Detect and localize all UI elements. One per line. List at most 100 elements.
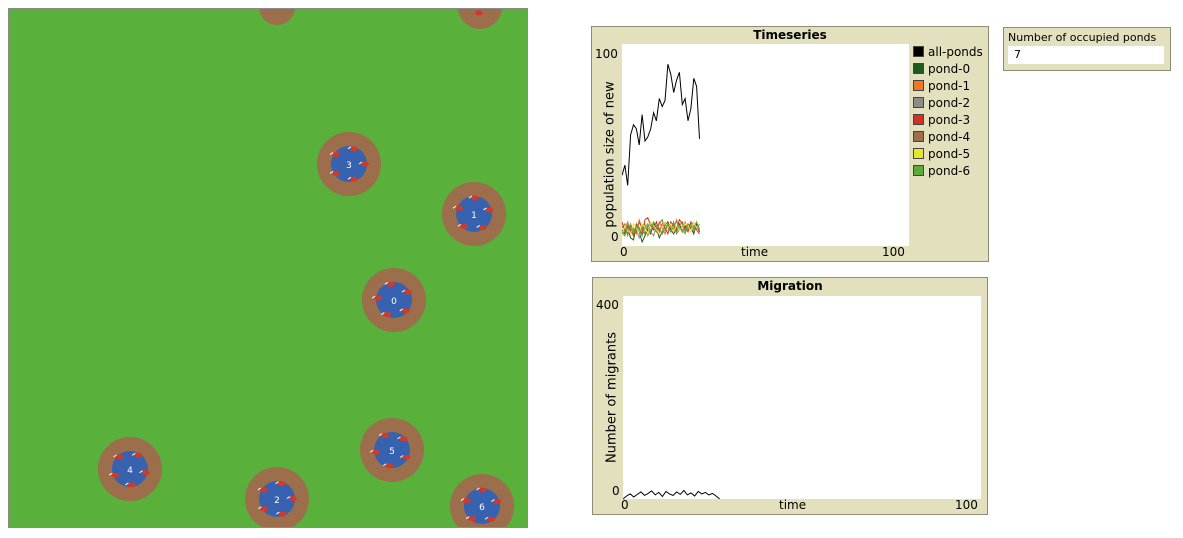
- frog-marker: [276, 511, 280, 515]
- pond-6: 6: [450, 474, 514, 527]
- frog-marker: [108, 472, 113, 476]
- frog-marker: [286, 496, 291, 499]
- pond-label: 5: [389, 447, 395, 457]
- legend-item-pond-1: pond-1: [913, 77, 983, 94]
- frog-marker: [460, 498, 465, 502]
- frog: [134, 452, 143, 458]
- pond-1: 1: [442, 182, 506, 246]
- pond-cut-top-right: [458, 9, 502, 29]
- legend-label: pond-0: [928, 61, 971, 76]
- frog-marker: [139, 470, 143, 474]
- frog: [141, 470, 150, 476]
- frog: [383, 312, 392, 318]
- frog: [361, 161, 369, 167]
- frog-marker: [125, 482, 129, 486]
- monitor-value: 7: [1008, 46, 1164, 64]
- legend-label: pond-3: [928, 112, 971, 127]
- frog-marker: [358, 161, 363, 165]
- frog: [403, 289, 412, 295]
- frog-marker: [378, 433, 383, 437]
- pond-water: [456, 196, 492, 232]
- frog-marker: [452, 205, 457, 209]
- frog-marker: [347, 146, 352, 150]
- pond-4: 4: [98, 437, 162, 501]
- frog: [332, 152, 341, 158]
- frog-marker: [457, 223, 462, 227]
- frog-marker: [369, 449, 374, 453]
- frog-marker: [468, 195, 473, 199]
- legend-swatch: [913, 46, 924, 57]
- world-canvas: 3 1 0 5 4 2 6: [98, 9, 514, 527]
- frog-marker: [381, 312, 385, 315]
- migration-x-label: time: [779, 498, 807, 512]
- series-line-all-ponds: [621, 64, 700, 186]
- frog-marker: [399, 455, 404, 458]
- frog: [462, 498, 471, 504]
- frog-marker: [476, 225, 480, 228]
- frog: [401, 308, 410, 314]
- pond-label: 2: [274, 496, 280, 506]
- frog: [386, 281, 395, 287]
- frog-marker: [329, 170, 334, 174]
- legend-label: pond-4: [928, 129, 971, 144]
- timeseries-title: Timeseries: [753, 28, 827, 42]
- series-line-series-0: [622, 489, 721, 500]
- legend-label: pond-5: [928, 146, 971, 161]
- timeseries-x-label: time: [741, 245, 769, 259]
- frog: [468, 516, 477, 522]
- frog: [372, 449, 381, 455]
- frog: [459, 223, 468, 229]
- legend-swatch: [913, 97, 924, 108]
- legend-item-pond-2: pond-2: [913, 94, 983, 111]
- frog: [115, 454, 124, 460]
- legend-item-pond-4: pond-4: [913, 128, 983, 145]
- timeseries-svg: [621, 64, 700, 244]
- legend-label: pond-6: [928, 163, 971, 178]
- frog: [332, 170, 341, 176]
- pond-0: 0: [362, 268, 426, 332]
- migration-y-label: Number of migrants: [604, 332, 620, 463]
- frog: [385, 463, 394, 469]
- frog-marker: [384, 281, 389, 285]
- migration-plot: Migration Number of migrants 400 0 0 tim…: [592, 277, 988, 515]
- frog: [349, 176, 358, 182]
- frog: [288, 496, 297, 502]
- legend-label: all-ponds: [928, 44, 983, 59]
- legend-item-pond-3: pond-3: [913, 111, 983, 128]
- frog: [374, 295, 383, 301]
- frog-marker: [275, 481, 279, 485]
- migration-svg: [622, 489, 721, 500]
- occupied-ponds-monitor: Number of occupied ponds 7: [1003, 27, 1171, 71]
- timeseries-legend: all-ponds pond-0 pond-1 pond-2 pond-3 pond-4 p…: [913, 43, 983, 179]
- frog-marker: [382, 463, 387, 467]
- legend-swatch: [913, 165, 924, 176]
- frog-marker: [132, 452, 136, 456]
- pond-water: [112, 451, 148, 487]
- series-line-pond-6: [621, 220, 700, 238]
- migration-x-tick-min: 0: [621, 498, 629, 512]
- world-view[interactable]: 3 1 0 5 4 2 6: [8, 8, 528, 528]
- frog: [380, 433, 389, 439]
- pond-3: 3: [317, 132, 381, 196]
- frog: [127, 482, 136, 488]
- frog-marker: [401, 289, 406, 293]
- frog: [486, 516, 495, 522]
- frog-marker: [257, 487, 262, 491]
- frog: [475, 10, 483, 16]
- frog: [349, 146, 358, 152]
- migration-y-tick-min: 0: [612, 484, 620, 498]
- pond-water: [464, 488, 500, 524]
- frog-marker: [347, 176, 352, 180]
- migration-x-tick-max: 100: [955, 498, 978, 512]
- legend-swatch: [913, 114, 924, 125]
- frog-marker: [258, 506, 262, 510]
- frog-marker: [113, 454, 117, 458]
- legend-swatch: [913, 148, 924, 159]
- frog: [478, 487, 487, 493]
- frog: [485, 207, 494, 213]
- legend-label: pond-2: [928, 95, 971, 110]
- legend-swatch: [913, 80, 924, 91]
- frog: [111, 472, 120, 478]
- legend-item-all-ponds: all-ponds: [913, 43, 983, 60]
- pond-5: 5: [360, 418, 424, 482]
